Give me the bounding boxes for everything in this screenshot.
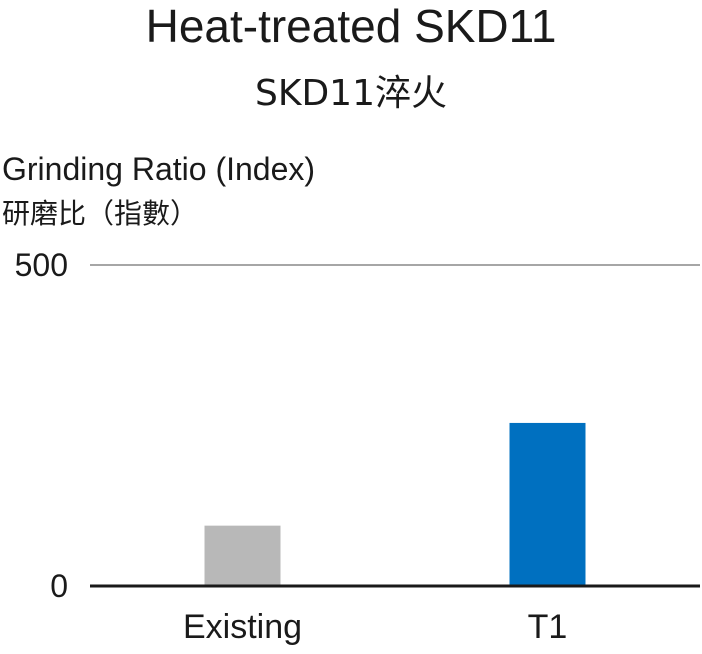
x-tick-label-t1: T1 (528, 608, 568, 646)
y-axis-label-secondary: 研磨比（指數） (2, 197, 199, 230)
x-tick-label-existing: Existing (183, 608, 302, 646)
chart-subtitle: SKD11淬火 (255, 73, 447, 114)
y-tick-label-500: 500 (15, 247, 68, 283)
y-tick-label-0: 0 (50, 568, 68, 604)
bar-t1 (509, 422, 586, 586)
chart-title: Heat-treated SKD11 (145, 0, 557, 52)
y-axis-label: Grinding Ratio (Index) (2, 151, 316, 187)
bar-existing (204, 525, 281, 586)
